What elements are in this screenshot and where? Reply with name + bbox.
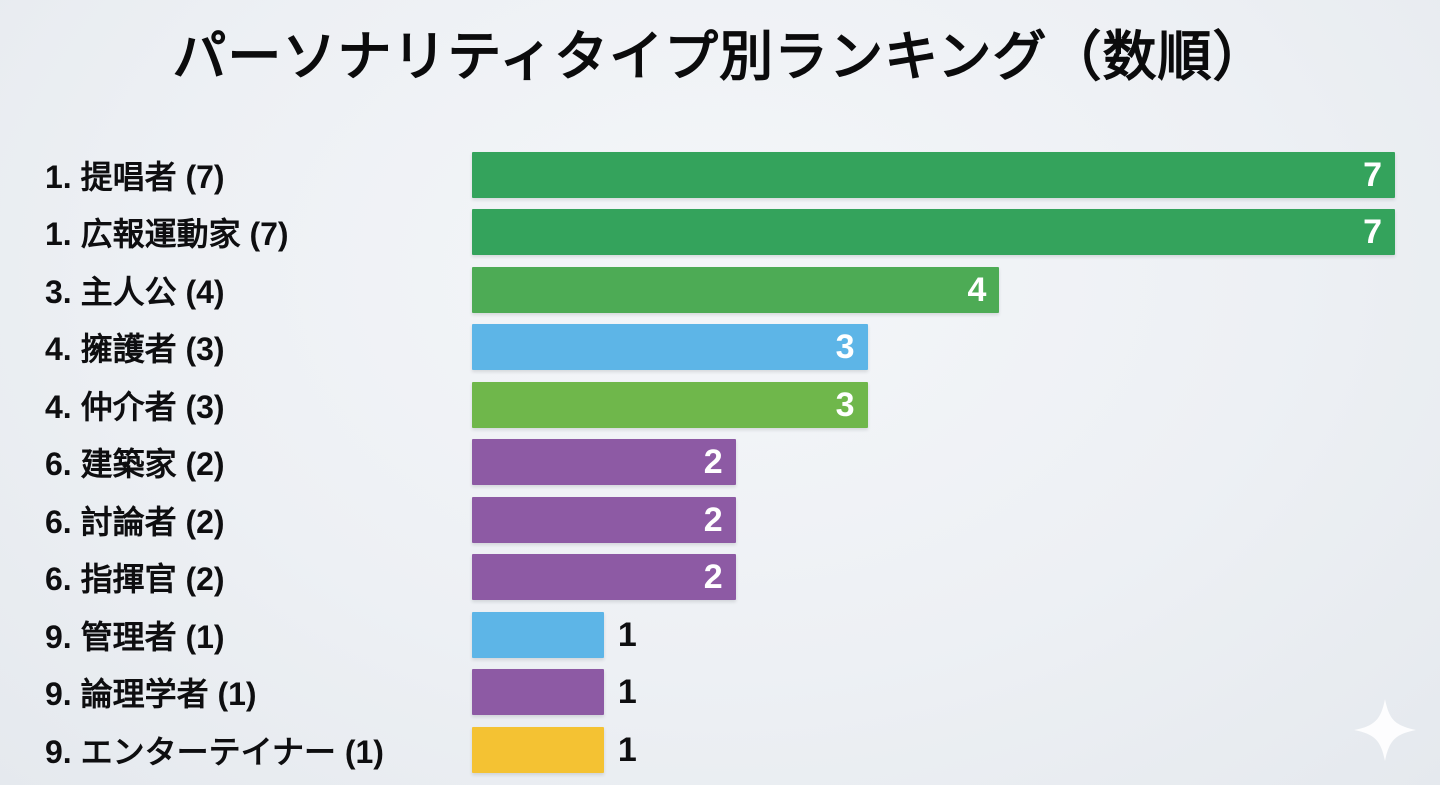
bar: 7	[472, 209, 1395, 256]
bar-track: 1	[472, 726, 1395, 773]
bar-value-outside: 1	[617, 730, 637, 769]
row-label: 4. 仲介者 (3)	[45, 388, 225, 425]
bar	[472, 669, 604, 716]
sparkle-icon	[1352, 697, 1418, 763]
bar-track: 1	[472, 669, 1395, 716]
chart-row: 1. 提唱者 (7) 7	[0, 146, 1440, 204]
bar	[472, 726, 604, 773]
chart-row: 4. 仲介者 (3) 3	[0, 376, 1440, 434]
bar-track: 7	[472, 209, 1395, 256]
chart-row: 9. 管理者 (1) 1	[0, 606, 1440, 664]
bar: 2	[472, 439, 736, 486]
chart-row: 6. 指揮官 (2) 2	[0, 549, 1440, 607]
bar-value-inside: 2	[703, 443, 723, 482]
row-label: 4. 擁護者 (3)	[45, 331, 225, 368]
bar-track: 4	[472, 266, 1395, 313]
bar-chart: 1. 提唱者 (7) 7 1. 広報運動家 (7) 7 3. 主人公 (4) 4 4. 擁護…	[0, 146, 1440, 779]
bar: 3	[472, 381, 868, 428]
bar-track: 3	[472, 381, 1395, 428]
row-label: 1. 広報運動家 (7)	[45, 216, 289, 253]
row-label: 3. 主人公 (4)	[45, 273, 225, 310]
row-label: 6. 指揮官 (2)	[45, 561, 225, 598]
bar-track: 7	[472, 151, 1395, 198]
row-label: 6. 討論者 (2)	[45, 503, 225, 540]
chart-row: 3. 主人公 (4) 4	[0, 261, 1440, 319]
bar-track: 2	[472, 496, 1395, 543]
row-label: 1. 提唱者 (7)	[45, 158, 225, 195]
chart-row: 9. エンターテイナー (1) 1	[0, 721, 1440, 779]
bar: 7	[472, 151, 1395, 198]
bar-value-inside: 3	[835, 385, 855, 424]
chart-row: 9. 論理学者 (1) 1	[0, 664, 1440, 722]
row-label: 9. 管理者 (1)	[45, 618, 225, 655]
row-label: 9. 論理学者 (1)	[45, 676, 257, 713]
bar-value-inside: 2	[703, 500, 723, 539]
bar-value-outside: 1	[617, 673, 637, 712]
bar: 4	[472, 266, 1000, 313]
chart-row: 4. 擁護者 (3) 3	[0, 319, 1440, 377]
bar: 3	[472, 324, 868, 371]
bar-value-inside: 3	[835, 328, 855, 367]
bar: 2	[472, 554, 736, 601]
bar-track: 2	[472, 554, 1395, 601]
bar-value-inside: 7	[1363, 155, 1382, 194]
chart-row: 1. 広報運動家 (7) 7	[0, 204, 1440, 262]
bar-value-inside: 4	[967, 270, 987, 309]
bar-value-inside: 2	[703, 558, 723, 597]
row-label: 9. エンターテイナー (1)	[45, 733, 384, 770]
chart-row: 6. 討論者 (2) 2	[0, 491, 1440, 549]
chart-row: 6. 建築家 (2) 2	[0, 434, 1440, 492]
bar-track: 2	[472, 439, 1395, 486]
bar-track: 1	[472, 611, 1395, 658]
chart-title: パーソナリティタイプ別ランキング（数順）	[172, 27, 1268, 87]
bar-value-outside: 1	[617, 615, 637, 654]
bar-track: 3	[472, 324, 1395, 371]
bar-value-inside: 7	[1363, 213, 1382, 252]
bar	[472, 611, 604, 658]
row-label: 6. 建築家 (2)	[45, 446, 225, 483]
bar: 2	[472, 496, 736, 543]
